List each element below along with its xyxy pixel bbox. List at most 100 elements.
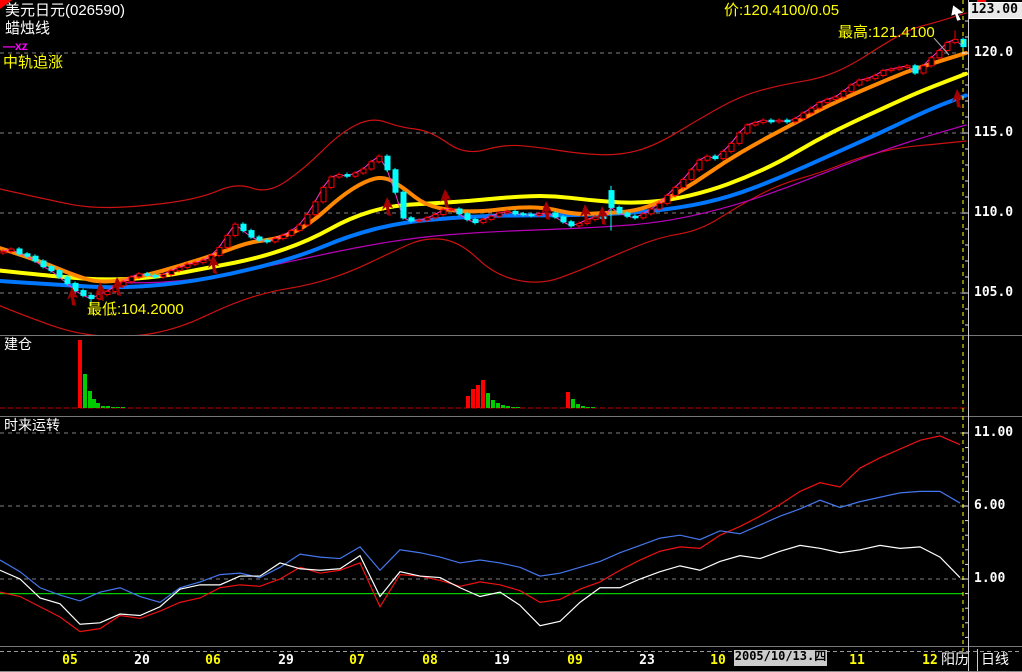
period-mode-label[interactable]: 日线 [981, 651, 1009, 667]
main-chart-panel[interactable] [0, 12, 968, 337]
candle-down [32, 255, 39, 262]
date-axis-label-07[interactable]: 07 [349, 653, 365, 668]
mouse-cursor-icon [950, 4, 965, 22]
candle-up [872, 74, 879, 80]
candle-up [840, 90, 847, 98]
indicator-line-blue [0, 490, 961, 604]
signal-arrow-icon [541, 201, 552, 220]
candle-down [152, 274, 159, 278]
candle-up [160, 274, 167, 278]
candle-up [488, 215, 495, 220]
volume-bar [481, 380, 485, 408]
date-axis-label-08[interactable]: 08 [422, 653, 438, 668]
candle-up [824, 98, 831, 104]
candle-down [144, 273, 151, 276]
date-axis-label-09[interactable]: 09 [567, 653, 583, 668]
volume-bar [496, 403, 500, 408]
date-axis-label-20[interactable]: 20 [134, 653, 150, 668]
candle-up [776, 119, 783, 123]
candle-down [24, 253, 31, 257]
candle-down [616, 206, 623, 214]
candle-down [248, 230, 255, 238]
volume-bar [586, 407, 590, 408]
indicator-panel[interactable] [0, 435, 963, 633]
candle-up [688, 169, 695, 180]
volume-bar [101, 406, 105, 408]
candle-down [632, 215, 639, 219]
volume-bar [466, 396, 470, 408]
candle-up [936, 50, 943, 59]
candle-down [384, 155, 391, 171]
date-axis-label-05[interactable]: 05 [62, 653, 78, 668]
price-axis-label: 110.0 [974, 205, 1014, 220]
volume-bar [591, 407, 595, 408]
ma-blue-line [0, 93, 968, 290]
signal-arrow-icon [580, 204, 591, 223]
candle-up [320, 186, 327, 203]
cursor-date-box: 2005/10/13.四 [734, 649, 827, 666]
candle-down [768, 119, 775, 123]
candle-up [856, 79, 863, 86]
candle-up [920, 65, 927, 74]
volume-panel[interactable] [0, 340, 968, 409]
chart-type-label: 蜡烛线 [5, 20, 51, 37]
signal-arrow-icon [952, 89, 963, 108]
ma-orange-line [0, 51, 968, 284]
candle-up [312, 201, 319, 216]
date-axis-label-19[interactable]: 19 [494, 653, 510, 668]
low-price-label: 最低:104.2000 [87, 301, 184, 318]
signal-arrow-icon [382, 197, 393, 216]
candle-up [536, 213, 543, 216]
candle-up [432, 214, 439, 219]
candle-up [952, 38, 959, 44]
volume-bar [566, 392, 570, 408]
candle-down [408, 217, 415, 222]
candle-up [136, 273, 143, 278]
candle-up [184, 263, 191, 268]
volume-bar [106, 406, 110, 408]
date-axis-label-06[interactable]: 06 [205, 653, 221, 668]
candle-up [280, 234, 287, 240]
volume-bar [506, 406, 510, 408]
candle-up [176, 266, 183, 272]
candle-down [912, 65, 919, 74]
candle-up [736, 132, 743, 144]
date-axis-label-10[interactable]: 10 [710, 653, 726, 668]
signal-arrow-icon [208, 255, 219, 274]
candle-up [128, 276, 135, 283]
date-axis-label-12[interactable]: 12 [922, 653, 938, 668]
date-axis-label-29[interactable]: 29 [278, 653, 294, 668]
candle-up [672, 186, 679, 196]
volume-bar [486, 393, 490, 408]
candle-up [664, 194, 671, 204]
date-axis-label-23[interactable]: 23 [639, 653, 655, 668]
candle-up [720, 150, 727, 160]
candle-down [560, 216, 567, 223]
candle-down [48, 266, 55, 272]
candle-down [512, 210, 519, 215]
legend-xz: —xz [3, 39, 28, 53]
volume-bar [83, 374, 87, 408]
price-axis-label: 105.0 [974, 285, 1014, 300]
legend-mid-band: 中轨追涨 [3, 54, 64, 71]
candle-up [680, 178, 687, 188]
candle-up [576, 222, 583, 227]
indicator-axis-label: 6.00 [974, 498, 1006, 513]
indicator-panel-label: 时来运转 [4, 417, 60, 433]
candle-up [904, 65, 911, 68]
date-axis-label-11[interactable]: 11 [849, 653, 865, 668]
calendar-mode-label[interactable]: 阳历 [941, 651, 969, 667]
candle-down [80, 290, 87, 296]
ma-purple-line [0, 124, 967, 284]
candle-down [400, 191, 407, 219]
candle-down [56, 270, 63, 278]
candle-up [336, 174, 343, 178]
volume-bar [116, 407, 120, 408]
candle-up [592, 216, 599, 220]
candle-down [520, 213, 527, 216]
candle-up [504, 210, 511, 214]
candle-up [224, 234, 231, 248]
indicator-line-white [0, 544, 961, 627]
indicator-axis-label: 1.00 [974, 571, 1006, 586]
